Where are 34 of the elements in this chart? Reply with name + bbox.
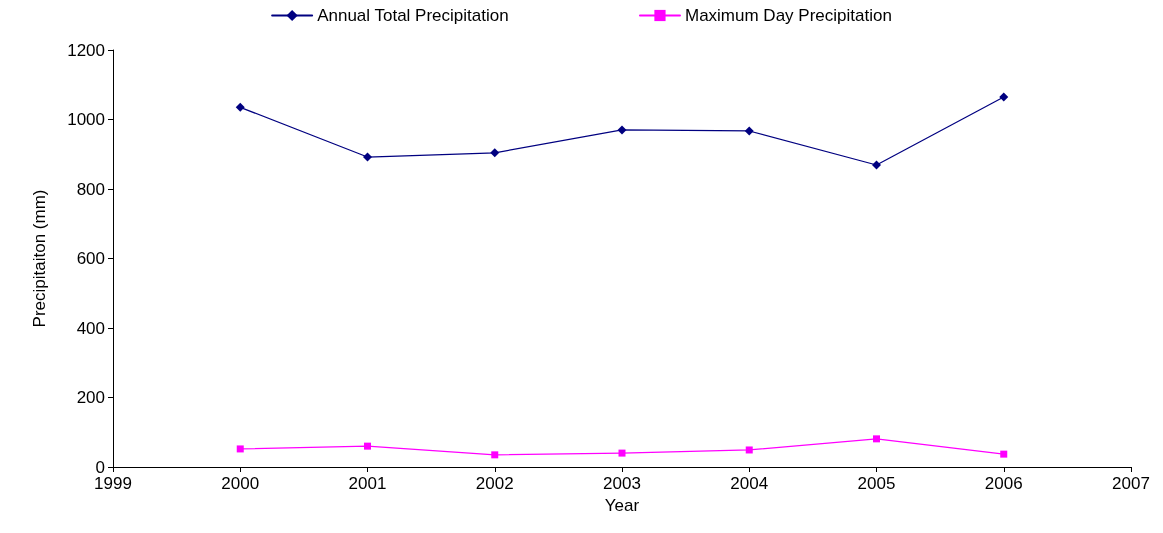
point bbox=[491, 451, 499, 459]
point bbox=[490, 148, 500, 158]
point bbox=[999, 92, 1009, 102]
x-tick-label: 2003 bbox=[603, 474, 641, 493]
x-axis-title: Year bbox=[604, 495, 640, 515]
point bbox=[235, 102, 245, 112]
point bbox=[745, 446, 753, 454]
point bbox=[872, 160, 881, 170]
point bbox=[236, 445, 244, 453]
y-tick-label: 1000 bbox=[67, 110, 105, 129]
y-tick-label: 600 bbox=[76, 249, 105, 268]
y-tick-label: 0 bbox=[95, 457, 105, 477]
y-axis-title: Precipitaiton (mm) bbox=[30, 189, 49, 328]
legend-label: Maximum Day Precipitation bbox=[684, 6, 892, 25]
point bbox=[364, 442, 371, 450]
x-tick-label: 2006 bbox=[984, 474, 1023, 493]
y-tick-label: 800 bbox=[76, 179, 105, 199]
point bbox=[1000, 450, 1008, 458]
point bbox=[363, 152, 372, 162]
x-tick-label: 2001 bbox=[348, 474, 387, 493]
x-tick-label: 2000 bbox=[221, 474, 260, 493]
point bbox=[873, 435, 880, 443]
point bbox=[618, 449, 626, 457]
legend-label: Annual Total Precipitation bbox=[317, 6, 509, 25]
point bbox=[617, 125, 627, 135]
x-tick-label: 2002 bbox=[475, 474, 514, 493]
x-tick-label: 2004 bbox=[730, 474, 769, 493]
y-tick-label: 400 bbox=[76, 318, 105, 338]
y-tick-label: 200 bbox=[76, 388, 105, 407]
x-tick-label: 1999 bbox=[94, 474, 132, 493]
x-tick-label: 2007 bbox=[1112, 474, 1150, 493]
y-tick-label: 1200 bbox=[67, 40, 105, 60]
point bbox=[744, 126, 754, 136]
x-tick-label: 2005 bbox=[857, 474, 896, 493]
